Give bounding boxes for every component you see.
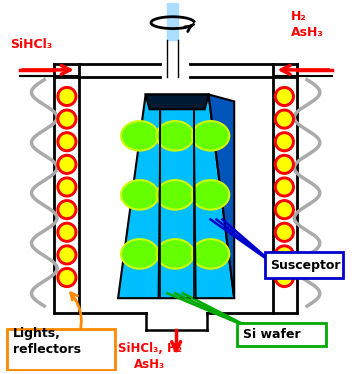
Ellipse shape: [121, 180, 159, 210]
Circle shape: [277, 157, 291, 171]
Circle shape: [57, 245, 77, 265]
Text: SiHCl₃, H₂
AsH₃: SiHCl₃, H₂ AsH₃: [117, 342, 182, 371]
Circle shape: [57, 200, 77, 220]
Circle shape: [60, 180, 74, 194]
Circle shape: [60, 90, 74, 103]
Ellipse shape: [156, 121, 194, 151]
Polygon shape: [146, 95, 208, 109]
Circle shape: [277, 271, 291, 284]
Text: Lights,
reflectors: Lights, reflectors: [13, 327, 81, 356]
Circle shape: [277, 90, 291, 103]
Polygon shape: [118, 95, 234, 298]
Text: SiHCl₃: SiHCl₃: [10, 38, 52, 51]
Ellipse shape: [192, 121, 229, 151]
Circle shape: [60, 112, 74, 126]
Bar: [167, 0, 178, 40]
Polygon shape: [208, 95, 234, 298]
Ellipse shape: [121, 239, 159, 269]
Circle shape: [60, 248, 74, 262]
Circle shape: [57, 223, 77, 242]
Circle shape: [275, 223, 294, 242]
Circle shape: [275, 109, 294, 129]
Circle shape: [57, 87, 77, 106]
Text: Si wafer: Si wafer: [243, 328, 301, 341]
FancyBboxPatch shape: [7, 329, 115, 370]
Circle shape: [60, 226, 74, 239]
Ellipse shape: [192, 239, 229, 269]
FancyBboxPatch shape: [265, 252, 343, 278]
Ellipse shape: [156, 239, 194, 269]
Circle shape: [57, 132, 77, 151]
Ellipse shape: [156, 180, 194, 210]
Circle shape: [60, 157, 74, 171]
Circle shape: [60, 271, 74, 284]
Circle shape: [277, 180, 291, 194]
Circle shape: [57, 109, 77, 129]
Circle shape: [57, 177, 77, 197]
Circle shape: [277, 135, 291, 148]
Circle shape: [275, 132, 294, 151]
Circle shape: [57, 154, 77, 174]
Circle shape: [277, 112, 291, 126]
Ellipse shape: [121, 121, 159, 151]
Circle shape: [275, 177, 294, 197]
Circle shape: [277, 248, 291, 262]
Circle shape: [60, 203, 74, 217]
Text: Susceptor: Susceptor: [270, 259, 340, 272]
Circle shape: [277, 226, 291, 239]
Circle shape: [275, 87, 294, 106]
Circle shape: [275, 268, 294, 287]
Circle shape: [275, 154, 294, 174]
Circle shape: [60, 135, 74, 148]
Circle shape: [275, 200, 294, 220]
Circle shape: [277, 203, 291, 217]
Text: H₂
AsH₃: H₂ AsH₃: [291, 10, 324, 39]
Ellipse shape: [192, 180, 229, 210]
FancyBboxPatch shape: [237, 323, 326, 346]
Circle shape: [275, 245, 294, 265]
Circle shape: [57, 268, 77, 287]
